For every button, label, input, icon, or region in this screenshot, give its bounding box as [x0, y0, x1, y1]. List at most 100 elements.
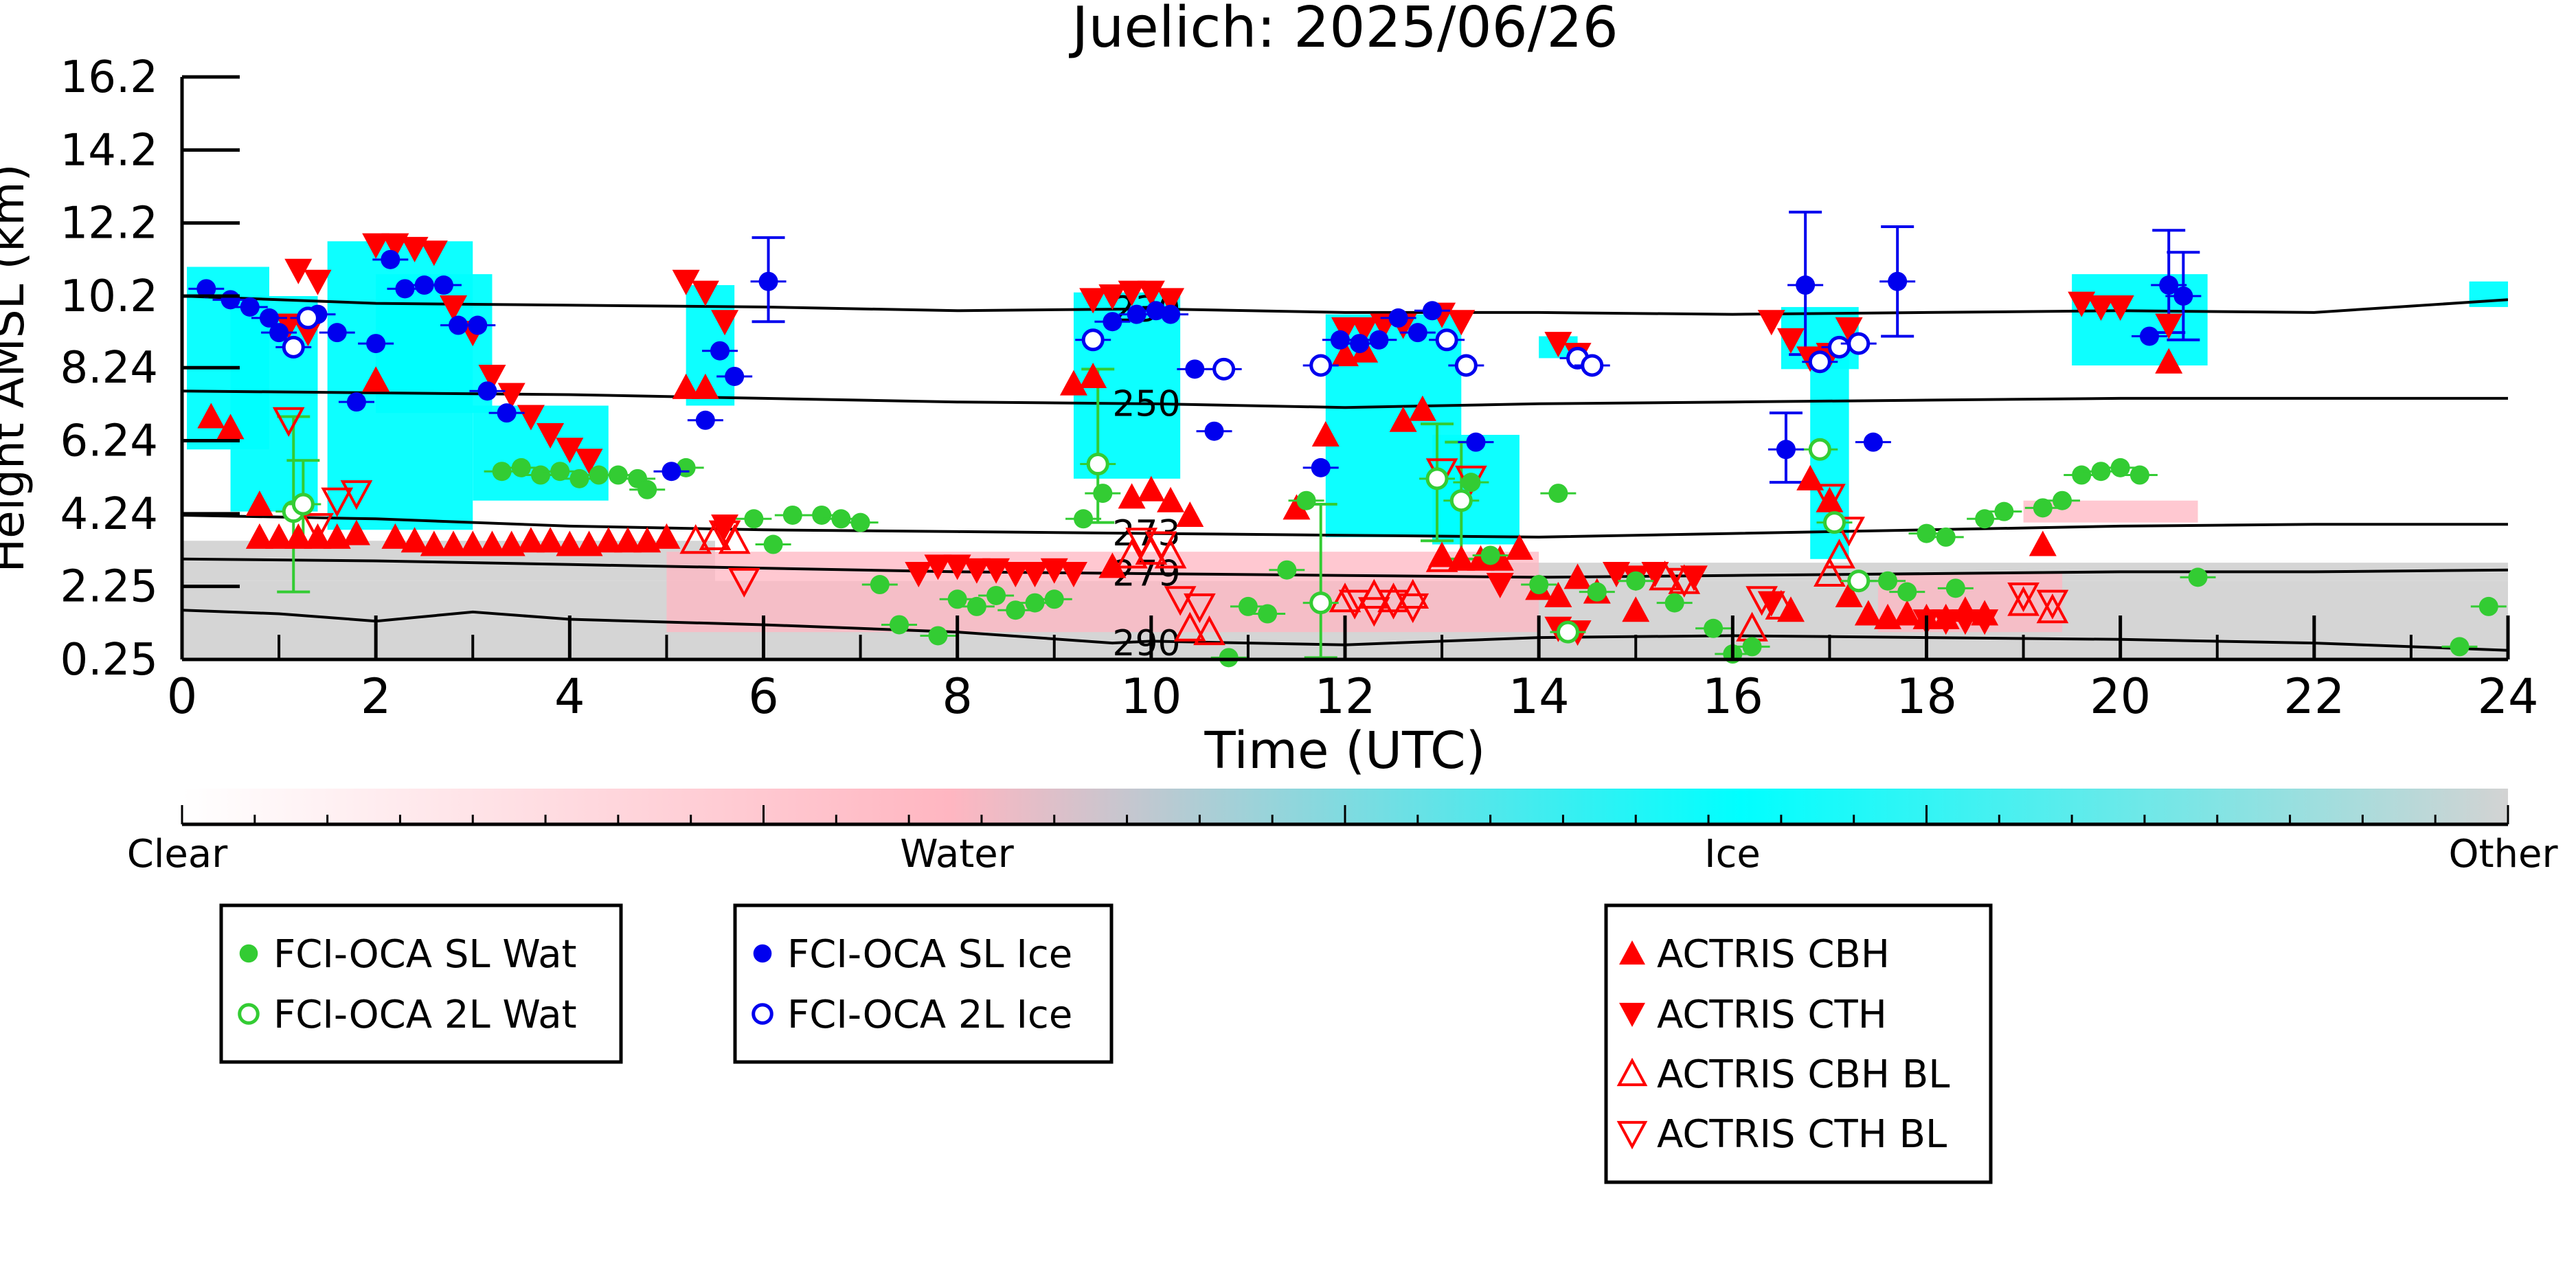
x-tick-label: 10 [1120, 668, 1182, 725]
data-point-fci-2l-ice [1581, 354, 1604, 377]
data-point-actris-cth [1835, 317, 1863, 343]
data-point-fci-sl-wat [1742, 637, 1762, 657]
data-point-fci-sl-wat [569, 468, 589, 488]
data-point-fci-sl-wat [1704, 618, 1724, 638]
data-point-actris-cth [556, 438, 584, 464]
data-point-actris-cbh [672, 373, 700, 399]
legend-water-2l-label: FCI-OCA 2L Wat [273, 993, 577, 1037]
data-point-actris-cth [943, 554, 971, 580]
data-point-actris-cbh [1389, 406, 1417, 432]
legend-actris-cth-label: ACTRIS CTH [1657, 993, 1887, 1037]
data-point-fci-2l-wat [1822, 511, 1846, 534]
data-point-actris-cth [1098, 284, 1127, 310]
data-point-actris-cbh [1622, 596, 1650, 622]
data-point-fci-sl-ice [2159, 275, 2179, 295]
data-point-fci-2l-wat [1086, 453, 1109, 476]
data-point-actris-cth [304, 269, 332, 295]
x-tick-label: 6 [748, 668, 779, 725]
data-point-fci-sl-wat [1994, 501, 2014, 521]
data-point-fci-2l-ice [1435, 328, 1458, 352]
data-point-fci-sl-ice [2173, 286, 2193, 306]
x-axis-label: Time (UTC) [1204, 721, 1485, 780]
x-tick-label: 24 [2477, 668, 2538, 725]
data-point-fci-sl-ice [327, 323, 347, 343]
data-point-fci-sl-wat [1219, 648, 1239, 668]
data-point-actris-cth-bl [1745, 586, 1778, 616]
data-point-fci-sl-ice [196, 279, 216, 299]
data-point-actris-cbh [1563, 563, 1592, 589]
y-tick-label: 0.25 [60, 635, 159, 686]
data-point-actris-cbh-bl [2036, 594, 2069, 624]
data-point-actris-cbh-bl [1173, 611, 1206, 642]
data-point-fci-sl-ice [414, 275, 434, 295]
data-point-actris-cth-bl [1357, 597, 1390, 627]
data-point-actris-cth [440, 295, 468, 321]
colorbar: Clear Water Ice Other [127, 789, 2558, 877]
data-point-fci-sl-ice [468, 315, 488, 335]
data-point-actris-cbh [197, 403, 225, 429]
isotherm-label: 250 [1112, 383, 1180, 425]
data-point-fci-sl-ice [1388, 308, 1408, 328]
data-point-actris-cth-bl [1814, 484, 1846, 514]
data-point-actris-cth-bl [1397, 593, 1430, 624]
data-point-fci-sl-ice [1422, 301, 1442, 321]
data-point-actris-cbh [653, 523, 681, 549]
data-point-actris-cbh [2029, 530, 2057, 556]
data-point-fci-2l-wat [1808, 438, 1831, 461]
data-point-actris-cth [275, 313, 303, 339]
data-point-fci-2l-wat [1449, 489, 1473, 512]
data-point-actris-cbh [1816, 486, 1844, 512]
data-point-fci-sl-wat [831, 509, 851, 529]
legend-marker-actris-cbh-bl [1616, 1057, 1648, 1087]
legend-marker-fci-sl-wat [239, 944, 258, 963]
data-point-actris-cth [982, 558, 1010, 584]
data-point-actris-cth [497, 383, 526, 409]
data-point-actris-cth [1757, 310, 1785, 336]
data-point-actris-cbh [1059, 370, 1087, 396]
data-point-fci-sl-ice [1369, 330, 1389, 350]
data-point-actris-cbh-bl [2007, 586, 2040, 616]
legend-ice-box [733, 903, 1114, 1064]
data-point-fci-sl-ice [366, 334, 386, 354]
data-point-actris-cth [362, 233, 390, 259]
data-point-actris-cth [400, 236, 429, 262]
data-point-actris-cth [1603, 562, 1631, 588]
data-point-actris-cbh [1408, 395, 1436, 421]
legend-actris-cth-marker [1619, 1002, 1645, 1027]
data-point-actris-cbh-bl [1814, 556, 1846, 587]
data-point-actris-cth [711, 310, 739, 336]
legend-water: FCI-OCA SL Wat FCI-OCA 2L Wat [219, 903, 623, 1064]
legend-actris-cbh-bl-label: ACTRIS CBH BL [1657, 1052, 1950, 1097]
data-point-actris-cth [1118, 280, 1146, 306]
data-point-actris-cbh [2155, 348, 2183, 374]
data-point-fci-sl-wat [947, 589, 967, 609]
data-point-actris-cth-bl [302, 512, 334, 543]
data-point-actris-cth [1486, 573, 1514, 599]
x-tick-label: 2 [361, 668, 392, 725]
data-point-fci-sl-ice [662, 462, 681, 482]
data-point-fci-sl-ice [497, 403, 517, 423]
data-point-fci-sl-ice [449, 315, 468, 335]
data-point-actris-cth [1040, 558, 1068, 584]
data-point-fci-sl-ice [1330, 330, 1350, 350]
y-tick-label: 10.2 [60, 271, 159, 322]
data-point-fci-sl-wat [1548, 484, 1568, 504]
data-point-actris-cbh [536, 527, 565, 553]
data-point-actris-cbh [1544, 581, 1572, 607]
y-axis-label: Height AMSL (km) [0, 164, 34, 573]
data-point-actris-cbh [1331, 341, 1359, 367]
data-point-fci-sl-wat [1626, 571, 1646, 591]
data-point-fci-sl-ice [1185, 359, 1205, 379]
colorbar-label-clear: Clear [127, 832, 228, 877]
data-point-actris-cth [381, 233, 409, 259]
data-point-actris-cth [1059, 562, 1087, 588]
data-point-fci-sl-wat [986, 585, 1006, 605]
data-point-actris-cbh [1893, 600, 1921, 626]
legend-actris: ACTRIS CBH ACTRIS CTH ACTRIS CBH BL ACTR… [1604, 903, 1993, 1184]
data-point-actris-cbh [381, 523, 409, 549]
data-point-fci-sl-wat [2478, 596, 2498, 616]
data-point-actris-cbh [459, 530, 487, 556]
data-point-actris-cbh [594, 527, 622, 553]
legend-ice-sl-label: FCI-OCA SL Ice [787, 932, 1072, 977]
